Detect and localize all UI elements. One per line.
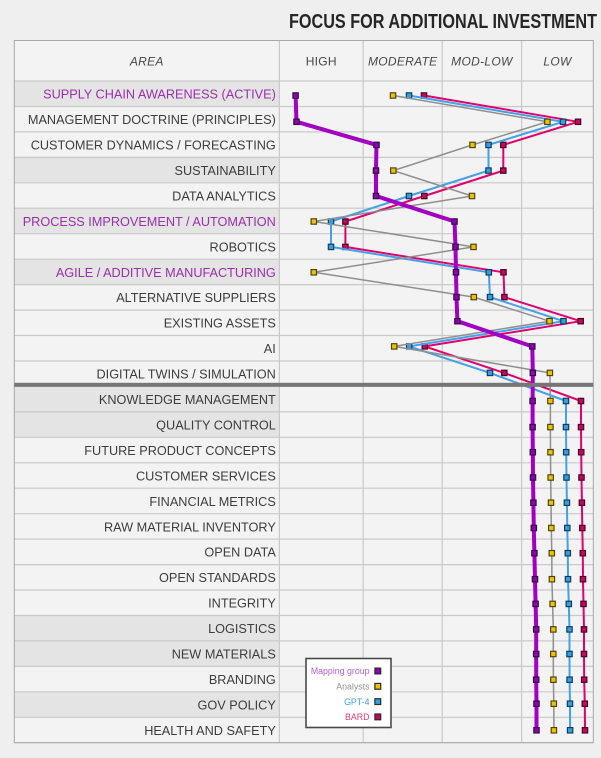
svg-text:INTEGRITY: INTEGRITY (208, 597, 276, 611)
svg-text:FUTURE PRODUCT CONCEPTS: FUTURE PRODUCT CONCEPTS (84, 444, 276, 458)
svg-text:OPEN STANDARDS: OPEN STANDARDS (159, 571, 276, 585)
svg-text:ALTERNATIVE SUPPLIERS: ALTERNATIVE SUPPLIERS (116, 291, 276, 305)
svg-text:DATA ANALYTICS: DATA ANALYTICS (172, 189, 276, 203)
svg-text:EXISTING ASSETS: EXISTING ASSETS (164, 317, 276, 331)
svg-text:HEALTH AND SAFETY: HEALTH AND SAFETY (144, 724, 276, 738)
svg-text:MOD-LOW: MOD-LOW (451, 54, 514, 68)
svg-text:SUPPLY CHAIN AWARENESS (ACTIVE: SUPPLY CHAIN AWARENESS (ACTIVE) (43, 88, 276, 102)
svg-text:LOGISTICS: LOGISTICS (208, 622, 276, 636)
svg-text:BRANDING: BRANDING (209, 673, 276, 687)
svg-text:AREA: AREA (129, 54, 164, 68)
svg-text:SUSTAINABILITY: SUSTAINABILITY (175, 164, 277, 178)
svg-text:FOCUS FOR ADDITIONAL INVESTMEN: FOCUS FOR ADDITIONAL INVESTMENT (289, 11, 597, 33)
svg-text:GPT-4: GPT-4 (344, 697, 370, 707)
svg-text:PROCESS IMPROVEMENT / AUTOMATI: PROCESS IMPROVEMENT / AUTOMATION (23, 215, 276, 229)
svg-text:GOV POLICY: GOV POLICY (198, 698, 277, 712)
svg-text:MANAGEMENT DOCTRINE (PRINCIPLE: MANAGEMENT DOCTRINE (PRINCIPLES) (28, 113, 276, 127)
svg-text:Mapping group: Mapping group (311, 666, 370, 676)
svg-text:CUSTOMER DYNAMICS / FORECASTIN: CUSTOMER DYNAMICS / FORECASTING (31, 139, 276, 153)
svg-text:AGILE / ADDITIVE MANUFACTURING: AGILE / ADDITIVE MANUFACTURING (56, 266, 276, 280)
svg-text:RAW MATERIAL INVENTORY: RAW MATERIAL INVENTORY (104, 520, 276, 534)
svg-text:CUSTOMER SERVICES: CUSTOMER SERVICES (136, 469, 276, 483)
svg-text:Analysts: Analysts (336, 682, 370, 692)
svg-text:FINANCIAL METRICS: FINANCIAL METRICS (149, 495, 275, 509)
svg-text:MODERATE: MODERATE (368, 54, 438, 68)
svg-text:NEW MATERIALS: NEW MATERIALS (172, 648, 276, 662)
svg-text:QUALITY CONTROL: QUALITY CONTROL (156, 419, 276, 433)
svg-text:LOW: LOW (543, 54, 573, 68)
svg-text:AI: AI (264, 342, 276, 356)
svg-text:DIGITAL TWINS / SIMULATION: DIGITAL TWINS / SIMULATION (97, 368, 276, 382)
svg-text:BARD: BARD (345, 712, 369, 722)
svg-text:HIGH: HIGH (306, 54, 337, 68)
svg-text:KNOWLEDGE MANAGEMENT: KNOWLEDGE MANAGEMENT (99, 393, 276, 407)
svg-text:ROBOTICS: ROBOTICS (210, 240, 276, 254)
svg-text:OPEN DATA: OPEN DATA (204, 546, 276, 560)
